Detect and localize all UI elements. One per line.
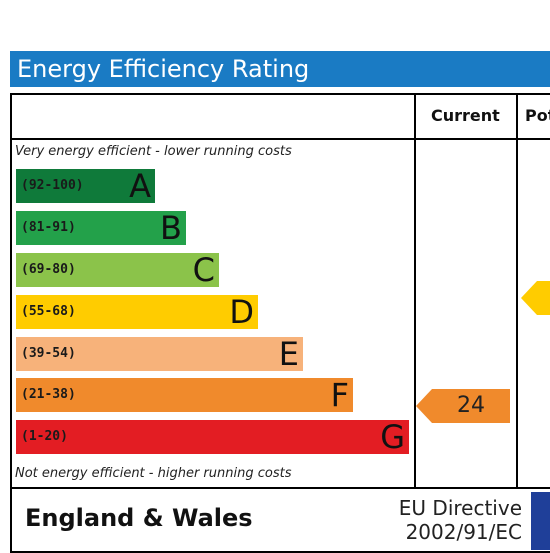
current-arrow-tip — [416, 389, 432, 423]
current-column-header: Current — [431, 106, 500, 125]
directive-line-1: EU Directive — [398, 496, 522, 520]
footer-divider — [10, 487, 550, 489]
band-d: (55-68) D — [16, 293, 258, 331]
band-range: (55-68) — [21, 304, 76, 319]
band-letter: C — [192, 251, 215, 289]
band-range: (69-80) — [21, 262, 76, 277]
band-e: (39-54) E — [16, 335, 303, 373]
band-letter: D — [229, 293, 254, 331]
band-range: (1-20) — [21, 429, 68, 444]
bottom-caption: Not energy efficient - higher running co… — [15, 466, 292, 481]
top-caption: Very energy efficient - lower running co… — [15, 144, 292, 159]
band-range: (92-100) — [21, 178, 84, 193]
band-letter: B — [160, 209, 182, 247]
column-divider-potential — [516, 93, 518, 489]
band-b: (81-91) B — [16, 209, 186, 247]
band-f: (21-38) F — [16, 376, 353, 414]
band-range: (39-54) — [21, 346, 76, 361]
band-letter: A — [129, 167, 151, 205]
potential-arrow-tip — [521, 281, 537, 315]
current-rating-arrow: 24 — [416, 389, 510, 423]
directive-line-2: 2002/91/EC — [405, 520, 522, 544]
potential-column-header: Pot — [525, 106, 550, 125]
region-label: England & Wales — [25, 504, 253, 532]
header-divider — [10, 138, 550, 140]
column-divider-current — [414, 93, 416, 489]
band-range: (81-91) — [21, 220, 76, 235]
band-range: (21-38) — [21, 387, 76, 402]
eu-flag-icon — [531, 492, 550, 550]
band-letter: F — [330, 376, 349, 414]
band-g: (1-20) G — [16, 418, 409, 456]
potential-rating-arrow — [521, 281, 550, 315]
band-c: (69-80) C — [16, 251, 219, 289]
rating-title: Energy Efficiency Rating — [10, 51, 550, 87]
band-letter: G — [380, 418, 405, 456]
band-a: (92-100) A — [16, 167, 155, 205]
current-rating-value: 24 — [457, 393, 485, 418]
band-letter: E — [278, 335, 299, 373]
